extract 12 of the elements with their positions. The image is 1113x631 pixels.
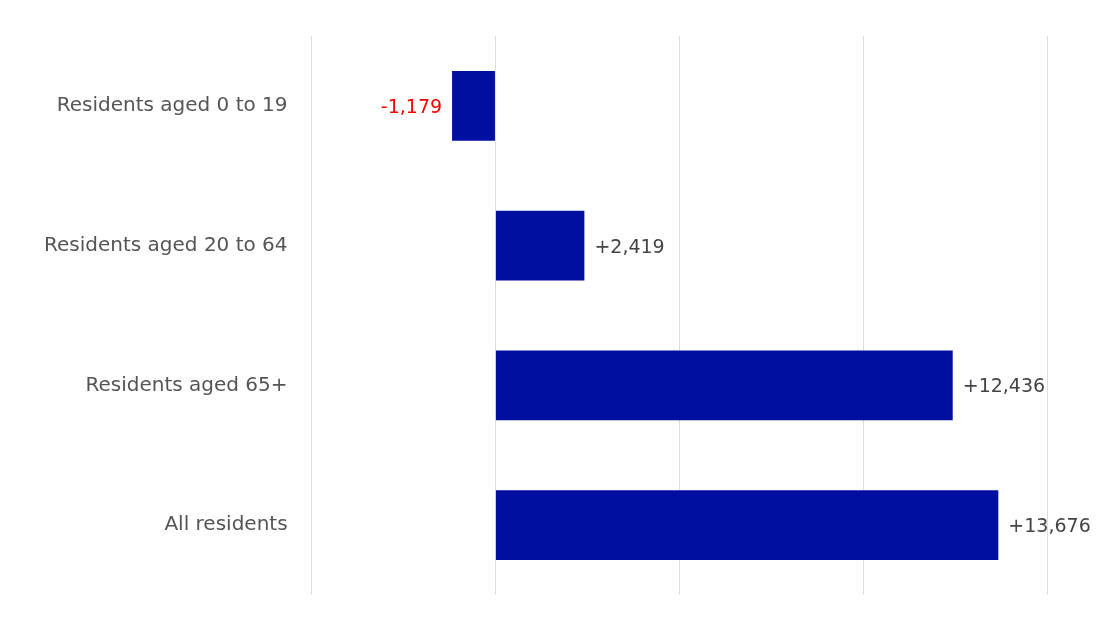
data-label: +13,676: [1008, 514, 1091, 537]
bar: [495, 490, 999, 561]
y-tick-label: Residents aged 20 to 64: [44, 231, 288, 256]
y-tick-label: All residents: [164, 511, 288, 536]
bar: [452, 70, 495, 141]
bar: [495, 210, 585, 281]
bar: [495, 350, 953, 421]
data-label: +12,436: [962, 374, 1046, 397]
data-label: +2,419: [594, 234, 665, 257]
y-tick-label: Residents aged 65+: [85, 371, 288, 396]
data-label: -1,179: [380, 94, 443, 117]
y-tick-label: Residents aged 0 to 19: [56, 92, 288, 117]
